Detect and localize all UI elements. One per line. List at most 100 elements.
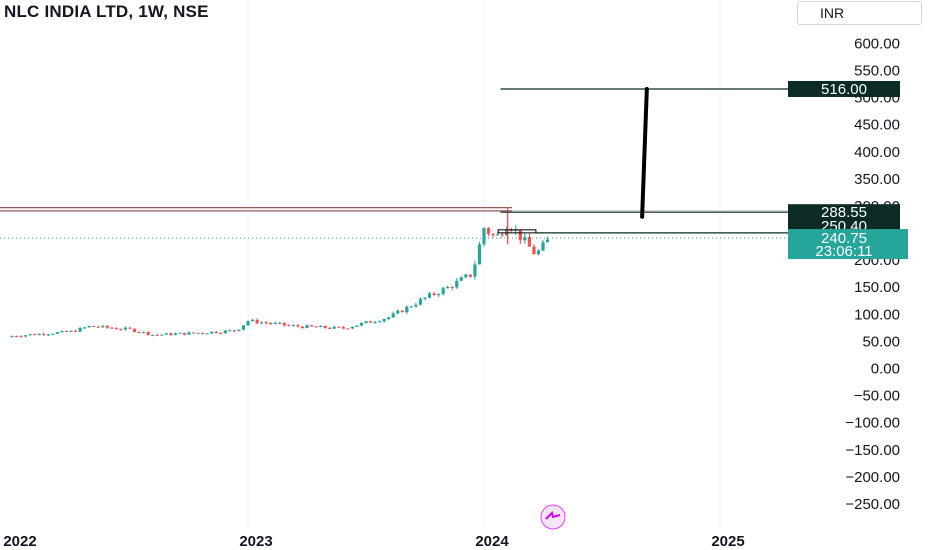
candle-body [151, 334, 155, 336]
candle-body [518, 229, 522, 241]
candle-body [110, 327, 114, 329]
candle-body [196, 332, 200, 334]
candle-body [128, 327, 132, 329]
y-tick-label: 100.00 [854, 306, 900, 323]
candle-body [359, 322, 364, 326]
candle-body [169, 333, 173, 336]
candle-body [173, 333, 177, 336]
candle-body [78, 327, 82, 332]
candle-body [37, 333, 41, 336]
candle-body [332, 326, 336, 329]
candle-body [446, 286, 450, 289]
candle-body [264, 322, 268, 324]
candle-body [459, 277, 463, 281]
last-price-text: 240.75 [821, 230, 867, 247]
candle-body [337, 326, 341, 328]
candle-body [427, 293, 432, 298]
y-tick-label: 600.00 [854, 35, 900, 52]
candle-body [464, 274, 468, 278]
candle-body [545, 239, 550, 243]
candle-body [391, 313, 395, 318]
candle-body [368, 321, 373, 323]
chart-title: NLC INDIA LTD, 1W, NSE [4, 2, 209, 21]
candle-body [514, 229, 518, 232]
candle-body [241, 325, 246, 330]
candle-body [42, 333, 46, 335]
candle-body [405, 306, 409, 313]
candle-body [60, 330, 64, 333]
candle-body [450, 286, 454, 288]
candle-body [441, 288, 445, 295]
candle-body [123, 327, 128, 330]
tradingview-logo [540, 504, 566, 530]
y-tick-label: 50.00 [862, 333, 900, 350]
y-tick-label: −250.00 [845, 496, 900, 513]
candle-body [500, 234, 504, 236]
x-axis: 2022 2023 2024 2025 [3, 533, 744, 550]
candle-body [24, 335, 28, 337]
x-tick-label: 2025 [711, 533, 744, 550]
target-price-tag: 516.00 [788, 80, 900, 98]
candle-body [282, 322, 286, 326]
candle-body [382, 318, 386, 322]
consolidation-box[interactable] [497, 229, 537, 234]
candle-body [10, 336, 14, 338]
candles [10, 207, 550, 338]
tv-logo-bolt [545, 511, 561, 520]
last-price-tag-bg [788, 229, 908, 260]
candle-body [305, 325, 309, 329]
candle-body [92, 325, 96, 327]
y-tick-label: 350.00 [854, 171, 900, 188]
countdown-text: 23:06:11 [815, 243, 872, 260]
candle-body [64, 330, 69, 332]
candle-body [291, 325, 295, 327]
candle-body [364, 321, 368, 323]
candle-body [201, 332, 205, 334]
candle-body [246, 321, 250, 326]
candle-body [119, 329, 123, 331]
projection-drawing [497, 86, 790, 234]
candle-body [19, 336, 23, 338]
candle-body [160, 334, 164, 336]
candle-body [477, 244, 482, 265]
candle-body [214, 331, 218, 333]
candle-body [373, 321, 377, 323]
candle-body [423, 297, 427, 299]
candle-body [273, 322, 277, 324]
candle-body [523, 237, 527, 241]
candle-body [142, 331, 146, 333]
projection-arrow-line[interactable] [640, 86, 649, 219]
x-tick-label: 2023 [239, 533, 272, 550]
candle-body [28, 334, 32, 336]
candle-body [210, 331, 214, 334]
y-tick-label: 0.00 [871, 361, 900, 378]
candle-body [164, 333, 168, 335]
candle-body [260, 322, 264, 324]
candle-body [278, 322, 282, 324]
candle-body [323, 325, 327, 328]
candle-body [255, 319, 259, 324]
y-tick-label: 550.00 [854, 63, 900, 80]
candle-body [486, 228, 491, 234]
currency-selector-button[interactable]: INR [797, 1, 922, 25]
candle-body [319, 325, 323, 328]
candle-body [491, 233, 495, 236]
candle-body [437, 294, 441, 296]
y-tick-label: −150.00 [845, 442, 900, 459]
candle-body [269, 323, 273, 325]
candle-body [482, 228, 486, 245]
candle-body [205, 333, 209, 335]
candle-body [296, 325, 300, 327]
candle-body [536, 250, 541, 255]
candle-body [473, 264, 477, 277]
candle-body [83, 327, 87, 329]
candle-body [228, 330, 232, 332]
candle-body [541, 242, 545, 251]
candle-body [87, 325, 91, 328]
target-price-text: 516.00 [821, 81, 867, 98]
y-axis: 600.00550.00500.00450.00400.00350.00300.… [845, 35, 900, 512]
candle-body [309, 325, 314, 327]
